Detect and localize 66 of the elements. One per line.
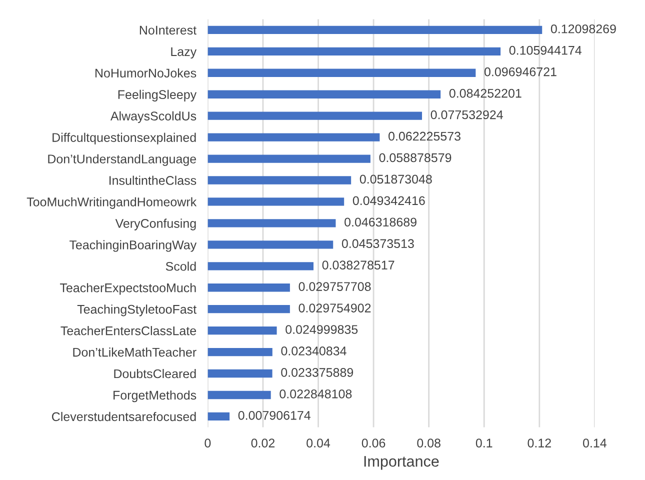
x-tick-label: 0.1 <box>476 438 492 448</box>
y-tick-label: Diffcultquestionsexplained <box>52 132 196 144</box>
y-tick-label: AlwaysScoldUs <box>110 111 196 123</box>
bar <box>208 348 272 356</box>
data-label: 0.105944174 <box>509 46 582 55</box>
x-tick-label: 0.02 <box>251 438 275 448</box>
data-label: 0.049342416 <box>352 196 425 206</box>
bar <box>208 47 501 56</box>
data-label: 0.12098269 <box>550 24 616 34</box>
data-label: 0.038278517 <box>322 260 394 270</box>
bar <box>208 133 380 142</box>
y-tick-label: TeacherExpectstooMuch <box>60 283 196 295</box>
y-tick-label: VeryConfusing <box>115 218 196 230</box>
data-label: 0.029757708 <box>298 282 371 291</box>
bar <box>208 412 230 421</box>
y-tick-label: DoubtsCleared <box>114 368 196 378</box>
x-axis-title: Importance <box>364 456 439 470</box>
y-tick-label: NoHumorNoJokes <box>95 68 196 78</box>
data-label: 0.084252201 <box>449 88 522 98</box>
data-label: 0.062225573 <box>388 132 460 141</box>
y-tick-label: Lazy <box>171 47 197 59</box>
x-tick-label: 0.08 <box>417 438 440 448</box>
data-label: 0.058878579 <box>379 153 452 162</box>
bar <box>208 390 271 400</box>
bar <box>208 68 476 77</box>
bar <box>208 326 277 335</box>
y-tick-label: TeachingStyletooFast <box>77 304 196 316</box>
data-label: 0.02340834 <box>281 346 346 356</box>
data-label: 0.024999835 <box>286 325 358 334</box>
y-tick-label: ForgetMethods <box>114 390 196 402</box>
data-label: 0.051873048 <box>360 174 432 184</box>
bar <box>208 90 441 98</box>
bar <box>208 262 314 270</box>
y-tick-label: TeachinginBoaringWay <box>69 240 197 252</box>
bar <box>208 154 370 163</box>
x-tick-label: 0.14 <box>583 438 606 448</box>
y-tick-label: Don’tLikeMathTeacher <box>73 348 196 357</box>
y-tick-label: NoInterest <box>140 26 196 35</box>
y-tick-label: FeelingSleepy <box>118 90 197 102</box>
y-tick-label: TooMuchWritingandHomeowrk <box>26 197 197 209</box>
x-tick-label: 0.06 <box>362 438 386 448</box>
data-label: 0.023375889 <box>281 368 354 377</box>
data-label: 0.096946721 <box>484 67 556 76</box>
bar <box>208 112 422 120</box>
bar <box>208 219 336 228</box>
data-label: 0.045373513 <box>342 239 414 248</box>
bar <box>208 369 272 378</box>
bar <box>208 198 344 206</box>
bar <box>208 284 290 292</box>
data-label: 0.046318689 <box>344 218 416 227</box>
bar <box>208 240 334 249</box>
bar <box>208 176 352 184</box>
x-tick-label: 0.12 <box>528 438 551 448</box>
bar <box>208 305 290 314</box>
y-tick-label: Don’tUnderstandLanguage <box>48 154 196 166</box>
data-label: 0.007906174 <box>238 410 311 420</box>
y-tick-label: Cleverstudentsarefocused <box>52 412 196 422</box>
data-label: 0.077532924 <box>430 110 503 120</box>
y-tick-label: InsultintheClass <box>110 176 196 185</box>
y-tick-label: Scold <box>166 262 196 271</box>
data-label: 0.022848108 <box>280 389 352 398</box>
x-tick-label: 0 <box>204 438 211 448</box>
x-tick-label: 0.04 <box>306 438 330 448</box>
bar <box>208 26 542 34</box>
y-tick-label: TeacherEntersClassLate <box>60 326 196 336</box>
data-label: 0.029754902 <box>298 304 371 312</box>
